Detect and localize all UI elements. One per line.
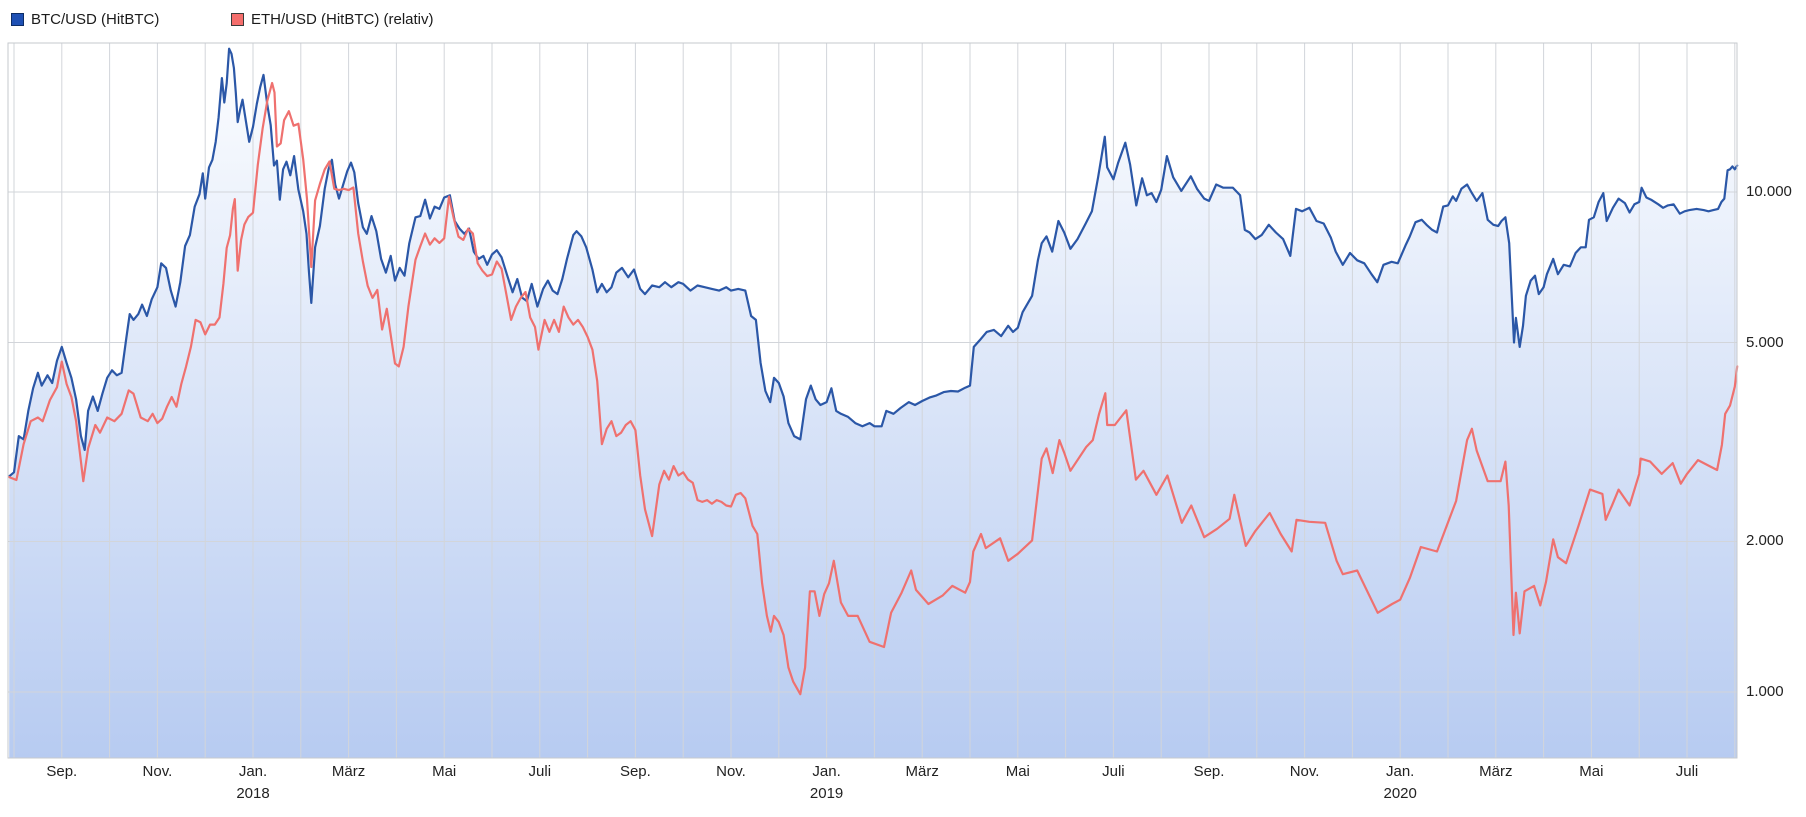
x-tick-label: Jan. [238, 763, 268, 780]
eth-legend-label: ETH/USD (HitBTC) (relativ) [251, 11, 434, 28]
x-tick-label: Nov. [716, 763, 746, 780]
x-tick-label: Mai [1005, 763, 1030, 780]
x-tick-label: Mai [1579, 763, 1604, 780]
x-tick-label: Sep. [1193, 763, 1225, 780]
legend-item-btc: BTC/USD (HitBTC) [11, 11, 159, 28]
x-tick-label: Sep. [46, 763, 78, 780]
x-tick-year-label: 2018 [236, 785, 270, 802]
eth-line [8, 81, 1739, 696]
x-tick-label: Juli [1102, 763, 1125, 780]
y-tick-label: 2.000 [1746, 532, 1784, 550]
btc-line [8, 47, 1739, 478]
eth-legend-swatch-icon [231, 13, 244, 26]
y-tick-label: 5.000 [1746, 333, 1784, 351]
x-tick-label: Mai [432, 763, 457, 780]
btc-legend-swatch-icon [11, 13, 24, 26]
btc-legend-label: BTC/USD (HitBTC) [31, 11, 160, 28]
x-tick-label: Jan. [1386, 763, 1415, 780]
x-tick-label: März [331, 763, 366, 780]
x-tick-year-label: 2019 [809, 785, 844, 802]
plot-border [7, 42, 1738, 759]
gridlines [8, 43, 1737, 758]
x-tick-label: März [905, 763, 939, 780]
x-tick-label: Nov. [142, 763, 173, 780]
x-tick-label: Sep. [619, 763, 651, 780]
legend-item-eth: ETH/USD (HitBTC) (relativ) [231, 11, 434, 28]
x-tick-label: März [1479, 763, 1513, 780]
y-tick-label: 10.000 [1746, 183, 1792, 200]
btc-area-fill [9, 48, 1738, 758]
x-tick-label: Jan. [812, 763, 841, 780]
x-tick-label: Juli [1675, 763, 1699, 780]
x-tick-label: Juli [528, 763, 552, 780]
x-tick-label: Nov. [1289, 763, 1320, 780]
y-tick-label: 1.000 [1746, 683, 1784, 700]
x-tick-year-label: 2020 [1383, 785, 1417, 802]
